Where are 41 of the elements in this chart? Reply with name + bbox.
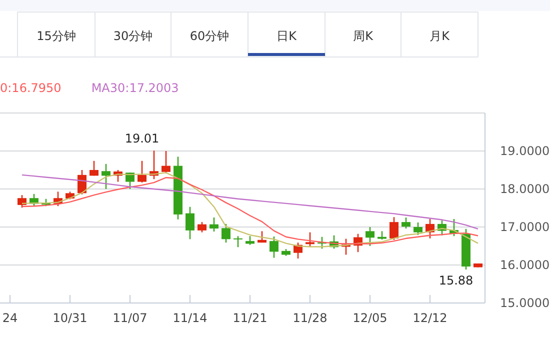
y-tick-label: 17.0000: [500, 220, 550, 234]
candlestick: [18, 194, 26, 208]
candlestick: [366, 226, 374, 247]
text: 周K: [353, 29, 374, 43]
text: 日K: [276, 29, 298, 43]
candlestick: [102, 163, 110, 190]
text: 60分钟: [190, 29, 230, 43]
y-tick-label: 18.0000: [500, 182, 550, 196]
x-tick-label: 11/14: [172, 311, 208, 325]
candlestick: [186, 206, 194, 240]
candlestick: [210, 216, 218, 232]
x-tick-label: 24: [2, 311, 18, 325]
candlestick: [306, 232, 314, 248]
x-tick-label: 12/05: [352, 311, 388, 325]
y-tick-label: 16.0000: [500, 258, 550, 272]
text: 15分钟: [36, 29, 76, 43]
x-tick-label: 12/12: [412, 311, 448, 325]
annotation: 19.01: [124, 132, 160, 146]
candlestick: [222, 223, 230, 244]
candlestick: [126, 172, 134, 190]
x-tick-label: 11/07: [112, 311, 148, 325]
x-tick-label: 10/31: [52, 311, 88, 325]
annotation: 15.88: [438, 274, 474, 288]
candlestick: [402, 216, 410, 230]
line-series: [21, 174, 479, 230]
y-tick-label: 19.0000: [500, 144, 550, 158]
x-tick-label: 11/28: [292, 311, 328, 325]
candlestick: [198, 221, 206, 233]
candlestick: [270, 236, 278, 258]
text: MA30:17.2003: [91, 81, 179, 95]
text: 30分钟: [113, 29, 153, 43]
candlestick: [390, 216, 398, 241]
text: 月K: [430, 29, 451, 43]
x-tick-label: 11/21: [232, 311, 268, 325]
text: 0:16.7950: [0, 81, 62, 95]
candlestick: [138, 160, 146, 184]
candlestick: [234, 236, 242, 248]
candlestick: [162, 150, 170, 174]
candlestick: [414, 222, 422, 236]
y-tick-label: 15.0000: [500, 296, 550, 310]
candlestick: [90, 160, 98, 176]
